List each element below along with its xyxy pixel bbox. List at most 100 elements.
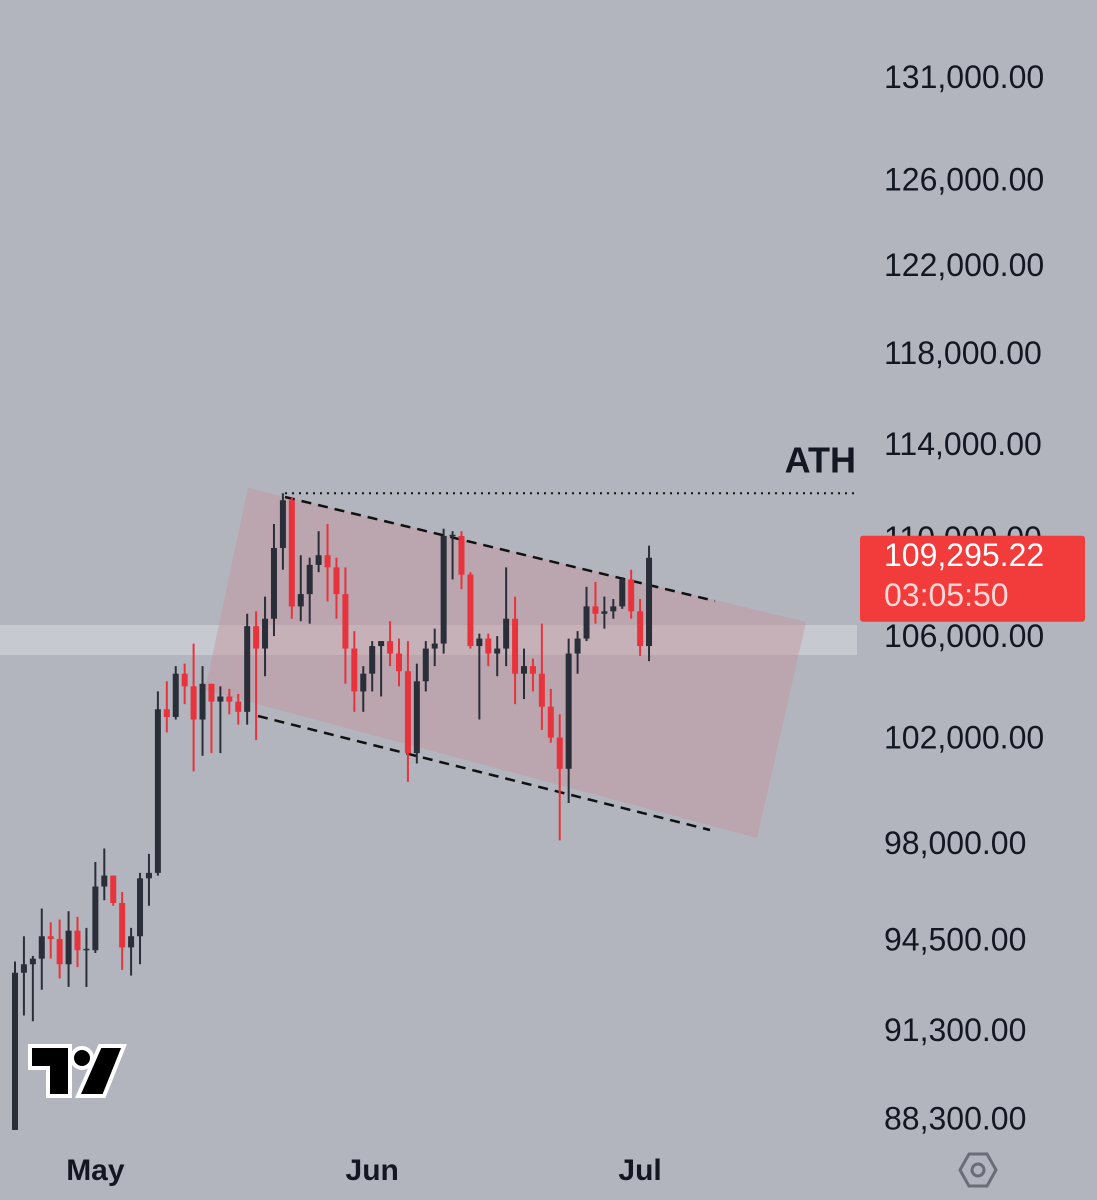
y-tick-label: 106,000.00 [884,618,1044,654]
overlay: May Jun Jul ATH 109,295.22 03:05:50 [66,440,1085,1187]
logo-dot [70,1046,94,1070]
candle-body [181,673,188,687]
settings-hexagon[interactable] [958,1152,998,1188]
candle-body [485,638,492,654]
x-tick-label: Jun [346,1154,399,1187]
candle-body [324,555,331,568]
candle-body [351,648,358,692]
candle-body [163,709,170,717]
channel-lower-line [257,714,711,832]
candle-body [521,666,528,674]
y-tick-label: 91,300.00 [884,1012,1026,1048]
candle-body [601,611,608,614]
candle-body [494,648,501,654]
countdown-label: 03:05:50 [884,577,1009,613]
candle-body [172,673,179,717]
candle-body [449,534,456,537]
candle-body [360,673,367,692]
y-tick-label: 98,000.00 [884,825,1026,861]
candle-body [503,618,510,649]
x-tick-label: Jul [618,1154,661,1187]
candle-body [128,936,135,948]
candle-body [199,683,206,720]
candle-body [38,936,45,959]
candle-body [583,606,590,639]
candle-body [369,646,376,674]
candle-body [154,709,161,873]
y-tick-label: 126,000.00 [884,162,1044,198]
x-tick-label: May [66,1154,125,1187]
candle-body [208,683,215,702]
candle-body [83,948,90,951]
candle-body [110,875,117,903]
candle-body [226,696,233,702]
candle-body [101,875,108,887]
y-tick-label: 122,000.00 [884,247,1044,283]
channel-upper-line [284,495,716,603]
candle-body [467,574,474,647]
candle-body [610,606,617,612]
candle-body [235,701,242,712]
price-label: 109,295.22 [884,537,1044,573]
candle-body [65,930,72,965]
candle-body [244,626,251,712]
candle-body [342,594,349,649]
price-box [860,535,1085,622]
y-tick-label: 88,300.00 [884,1100,1026,1136]
candle-body [565,653,572,769]
y-tick-label: 114,000.00 [884,426,1042,462]
settings-dot[interactable] [970,1162,986,1178]
candle-body [137,878,144,937]
candle-body [422,648,429,682]
candle-body [20,964,27,973]
candle-body [217,696,224,702]
candle-body [637,611,644,647]
y-tick-label: 131,000.00 [884,59,1044,95]
candle-body [556,737,563,769]
candle-body [297,594,304,607]
candle-body [315,555,322,565]
logo [28,1044,127,1098]
candle-body [92,886,99,951]
candle-body [145,872,152,879]
candle-body [74,930,81,951]
candle-body [306,564,313,595]
candle-body [29,958,36,965]
y-tick-label: 102,000.00 [884,720,1044,756]
candle-body [47,936,54,940]
candle-body [119,902,126,948]
candle-body [512,618,519,674]
candle-body [547,706,554,738]
candle-body [288,500,295,607]
candles [12,493,653,1130]
candle-body [628,579,635,612]
candle-body [538,673,545,707]
candle-body [476,638,483,647]
candle-body [440,535,447,644]
candle-body [431,643,438,649]
settings-icon[interactable] [958,1152,998,1188]
candle-body [253,626,260,649]
candle-body [646,557,653,647]
candle-body [378,641,385,647]
candle-body [592,606,599,614]
y-tick-label: 118,000.00 [884,335,1042,371]
logo-t [28,1044,72,1098]
candle-body [458,535,465,575]
logo-slash [74,1044,127,1098]
candle-body [12,972,18,1130]
candle-body [262,618,269,649]
candle-body [190,686,197,720]
ath-label: ATH [785,440,856,481]
y-tick-label: 94,500.00 [884,921,1026,957]
candle-body [270,547,277,619]
candle-body [56,939,63,965]
candle-body [413,681,420,754]
candle-body [619,579,626,607]
candle-body [279,500,286,548]
candle-body [529,666,536,674]
candle-body [387,641,394,654]
candle-body [333,567,340,595]
candle-body [395,653,402,672]
